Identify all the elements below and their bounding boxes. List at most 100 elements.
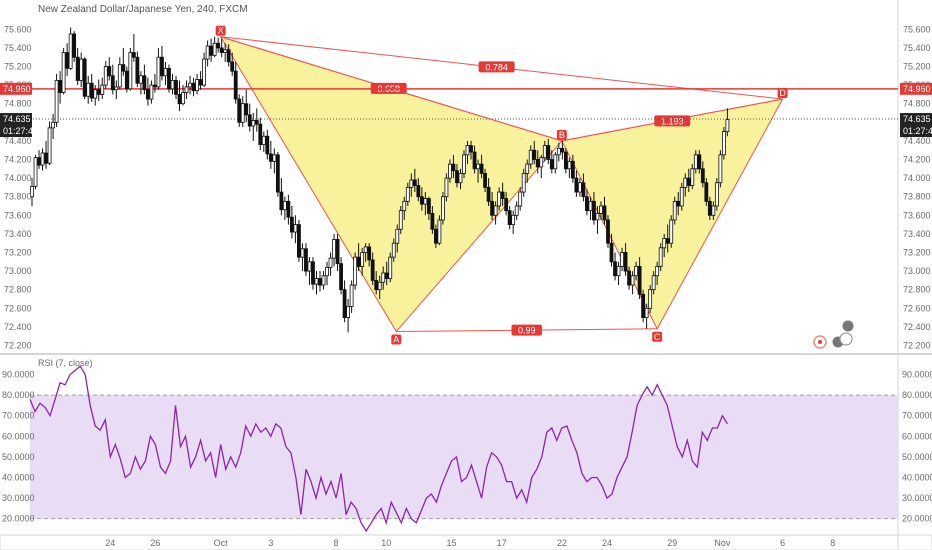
- candle-body: [251, 120, 256, 127]
- pattern-point-a: A: [391, 334, 402, 345]
- candle-body: [676, 200, 681, 207]
- rsi-tick-left: 70.0000: [2, 411, 35, 421]
- candle-body: [156, 56, 161, 88]
- price-tick-left: 75.600: [4, 24, 32, 34]
- pattern-point-b: B: [556, 129, 567, 140]
- candle-body: [630, 275, 635, 286]
- candle-body: [556, 147, 561, 156]
- candle-body: [47, 127, 52, 164]
- rsi-tick-left: 20.0000: [2, 514, 35, 524]
- price-tick-right: 73.600: [903, 210, 931, 220]
- ratio-tag: [654, 115, 691, 127]
- candle-body: [135, 56, 140, 84]
- candle-body: [493, 205, 498, 216]
- candle-body: [577, 182, 582, 193]
- price-tick-left: 75.200: [4, 61, 32, 71]
- countdown-badge-right-text: 01:27:49: [903, 126, 932, 136]
- level-badge-right-bg: [900, 82, 932, 95]
- candle-body: [500, 191, 505, 199]
- candle-body: [486, 186, 491, 202]
- candle-body: [384, 272, 389, 279]
- candle-body: [360, 252, 365, 267]
- rsi-band: [30, 395, 898, 519]
- candle-body: [616, 266, 621, 277]
- candle-body: [507, 210, 512, 225]
- candle-body: [469, 145, 473, 153]
- candle-body: [30, 186, 34, 198]
- candle-body: [293, 224, 298, 233]
- pattern-point-d: D: [777, 88, 788, 99]
- x-tick-label: 17: [497, 538, 507, 548]
- candle-body: [297, 224, 301, 258]
- price-tick-left: 73.000: [4, 266, 32, 276]
- candle-body: [128, 52, 133, 90]
- rsi-tick-right: 90.0000: [902, 369, 932, 379]
- candle-body: [261, 135, 266, 146]
- candle-body: [254, 120, 259, 125]
- candle-body: [279, 191, 284, 211]
- candle-body: [314, 278, 319, 285]
- candle-body: [146, 89, 150, 100]
- candle-body: [641, 293, 646, 318]
- candle-body: [606, 219, 610, 244]
- price-tick-right: 75.200: [903, 61, 931, 71]
- ratio-text: 1.193: [661, 116, 684, 126]
- candle-body: [181, 92, 185, 105]
- price-badge-left-bg: [0, 113, 32, 126]
- candle-body: [286, 200, 291, 218]
- price-badge-right-text: 74.635: [903, 114, 931, 124]
- candle-body: [37, 157, 41, 166]
- candle-body: [479, 163, 484, 174]
- candle-body: [86, 82, 91, 97]
- price-tick-left: 74.000: [4, 173, 32, 183]
- candle-body: [335, 239, 340, 265]
- candle-body: [300, 248, 305, 258]
- candle-body: [58, 80, 63, 93]
- countdown-badge-right-bg: [900, 125, 932, 138]
- price-tick-right: 73.000: [903, 266, 931, 276]
- x-tick-label: 3: [268, 538, 273, 548]
- candle-body: [546, 145, 551, 160]
- ratio-tag: [478, 61, 515, 73]
- pattern-point-tag: [391, 334, 402, 345]
- price-badge-right-bg: [900, 113, 932, 126]
- candle-body: [553, 154, 558, 170]
- candle-body: [370, 259, 375, 281]
- candle-body: [697, 154, 702, 170]
- pattern-point-label: B: [559, 130, 565, 140]
- candle-body: [704, 182, 709, 202]
- candle-body: [595, 213, 600, 221]
- x-tick-label: Nov: [714, 538, 731, 548]
- ratio-text: 0.784: [485, 62, 508, 72]
- candle-body: [465, 145, 470, 156]
- price-tick-right: 72.200: [903, 340, 931, 350]
- candle-body: [93, 89, 98, 99]
- rsi-tick-left: 50.0000: [2, 452, 35, 462]
- candle-body: [110, 75, 115, 91]
- candle-body: [54, 80, 59, 123]
- candle-body: [563, 151, 568, 170]
- countdown-badge-left-text: 01:27:49: [3, 126, 38, 136]
- candle-body: [114, 86, 119, 91]
- candle-body: [68, 33, 73, 69]
- candle-body: [96, 89, 101, 95]
- candle-body: [272, 154, 277, 162]
- drawing-tools-icon[interactable]: [813, 319, 855, 349]
- x-tick-label: 8: [334, 538, 339, 548]
- candle-body: [683, 177, 688, 188]
- ratio-tag: [511, 324, 542, 336]
- level-badge-right-text: 74.960: [903, 84, 931, 94]
- candle-body: [79, 58, 84, 81]
- price-tick-right: 72.400: [903, 322, 931, 332]
- rsi-tick-right: 40.0000: [902, 472, 932, 482]
- candle-body: [33, 157, 38, 187]
- candle-body: [588, 200, 593, 212]
- candle-body: [367, 246, 372, 261]
- candle-body: [602, 205, 607, 221]
- level-badge-left-text: 74.960: [3, 84, 31, 94]
- level-badge-left-bg: [0, 82, 32, 95]
- candle-body: [65, 52, 70, 69]
- rsi-tick-right: 20.0000: [902, 514, 932, 524]
- candle-body: [679, 186, 684, 207]
- candle-body: [346, 306, 351, 318]
